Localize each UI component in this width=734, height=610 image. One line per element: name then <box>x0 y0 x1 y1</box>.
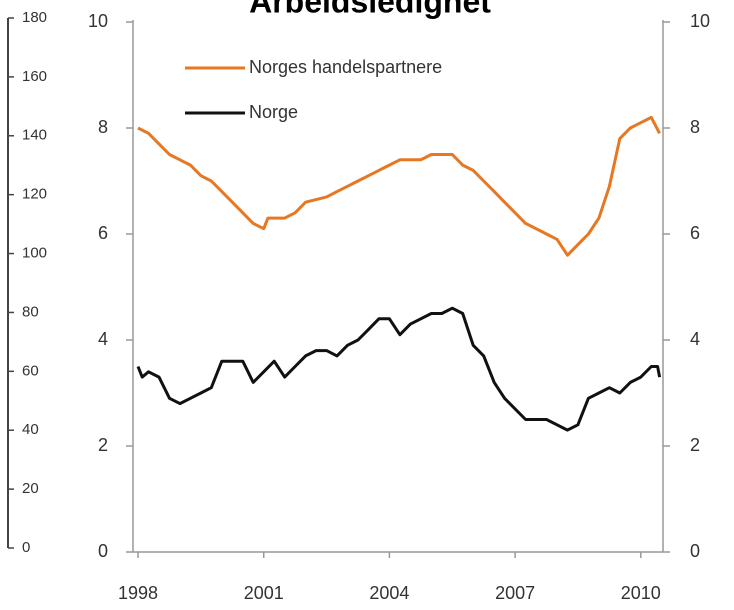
y-tick-label: 2 <box>98 435 108 455</box>
y3-tick-label: 180 <box>22 9 47 26</box>
y-tick-label: 6 <box>98 223 108 243</box>
y-tick-label: 8 <box>98 117 108 137</box>
y3-tick-label: 160 <box>22 68 47 85</box>
y2-tick-label: 2 <box>690 435 700 455</box>
y-tick-label: 4 <box>98 329 108 349</box>
y3-tick-label: 60 <box>22 362 39 379</box>
y3-tick-label: 20 <box>22 480 39 497</box>
x-tick-label: 2004 <box>369 583 409 603</box>
legend-label: Norges handelspartnere <box>249 57 442 77</box>
y2-tick-label: 4 <box>690 329 700 349</box>
y2-tick-label: 0 <box>690 541 700 561</box>
chart-title: Arbeidsledighet <box>249 0 491 19</box>
y3-tick-label: 120 <box>22 186 47 203</box>
y3-tick-label: 0 <box>22 539 30 556</box>
y3-tick-label: 140 <box>22 127 47 144</box>
legend-label: Norge <box>249 102 298 122</box>
y-tick-label: 0 <box>98 541 108 561</box>
x-tick-label: 1998 <box>118 583 158 603</box>
x-tick-label: 2007 <box>495 583 535 603</box>
x-tick-label: 2010 <box>621 583 661 603</box>
y2-tick-label: 8 <box>690 117 700 137</box>
y3-tick-label: 100 <box>22 245 47 262</box>
y3-tick-label: 80 <box>22 303 39 320</box>
y3-tick-label: 40 <box>22 421 39 438</box>
x-tick-label: 2001 <box>244 583 284 603</box>
series-line <box>137 115 661 257</box>
y2-tick-label: 6 <box>690 223 700 243</box>
y-tick-label: 10 <box>88 11 108 31</box>
series-line <box>136 306 662 432</box>
y2-tick-label: 10 <box>690 11 710 31</box>
